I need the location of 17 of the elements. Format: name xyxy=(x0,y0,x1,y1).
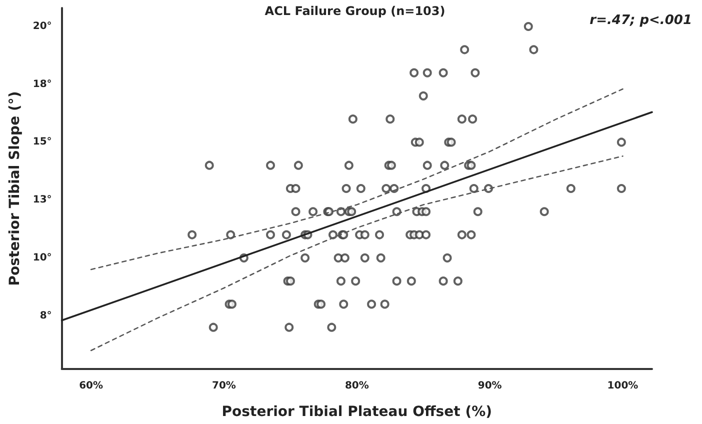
y-tick-label: 15° xyxy=(32,136,52,148)
line-series xyxy=(90,155,624,352)
x-tick-label: 70% xyxy=(212,380,236,392)
x-tick-label: 90% xyxy=(478,380,502,392)
x-tick-label: 100% xyxy=(607,380,638,392)
x-tick-label: 60% xyxy=(79,380,104,392)
x-tick-label: 80% xyxy=(344,380,369,392)
y-tick-label: 20° xyxy=(32,21,52,32)
line-series xyxy=(90,88,624,270)
y-tick-label: 10° xyxy=(32,252,52,264)
y-tick-label: 18° xyxy=(32,78,52,90)
y-tick-label: 13° xyxy=(32,194,52,206)
annotation: r=.47; p<.001 xyxy=(590,13,692,28)
chart-title: ACL Failure Group (n=103) xyxy=(264,4,446,18)
y-axis-title: Posterior Tibial Slope (°) xyxy=(7,91,23,286)
y-tick-label: 8° xyxy=(40,310,52,322)
x-axis-title: Posterior Tibial Plateau Offset (%) xyxy=(222,404,492,420)
